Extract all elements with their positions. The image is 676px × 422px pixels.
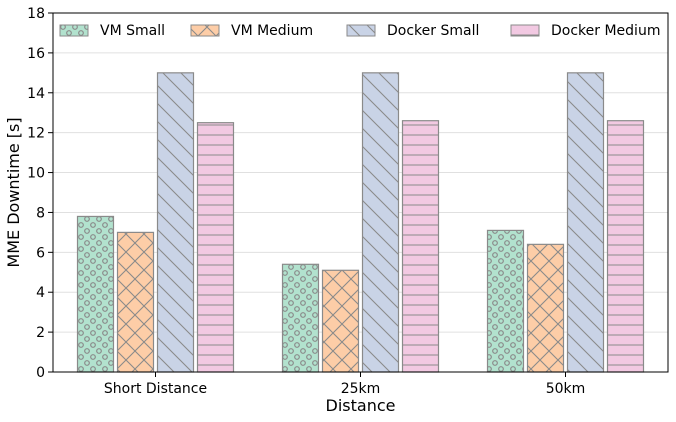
- y-tick-label: 14: [27, 86, 45, 102]
- bar-docker-medium: [401, 120, 440, 373]
- bar-docker-medium: [196, 122, 235, 373]
- bar-docker-medium: [606, 120, 645, 373]
- y-tick-label: 16: [27, 46, 45, 62]
- y-axis-label: MME Downtime [s]: [4, 117, 23, 267]
- bar-vm-small: [281, 263, 320, 373]
- bar-docker-small: [566, 72, 605, 373]
- x-tick-label: Short Distance: [104, 381, 207, 397]
- x-tick-label: 50km: [546, 381, 586, 397]
- legend-swatch-docker-small: [346, 24, 376, 37]
- y-tick-label: 2: [36, 325, 45, 341]
- bar-vm-small: [486, 229, 525, 373]
- y-tick-label: 8: [36, 205, 45, 221]
- y-tick-label: 6: [36, 245, 45, 261]
- legend-label-docker-small: Docker Small: [387, 23, 479, 39]
- x-tick-label: 25km: [341, 381, 381, 397]
- y-tick-label: 4: [36, 285, 45, 301]
- legend-swatch-docker-medium: [510, 24, 540, 37]
- bars: [76, 72, 645, 373]
- legend-swatch-vm-small: [59, 24, 89, 37]
- legend-label-docker-medium: Docker Medium: [551, 23, 660, 39]
- bar-docker-small: [156, 72, 195, 373]
- bar-docker-small: [361, 72, 400, 373]
- y-tick-label: 10: [27, 166, 45, 182]
- bar-vm-medium: [321, 269, 360, 373]
- bar-vm-small: [76, 215, 115, 373]
- y-tick-label: 18: [27, 6, 45, 22]
- legend: VM Small VM Medium Docker Small Docker Medi…: [59, 23, 660, 39]
- y-tick-label: 12: [27, 126, 45, 142]
- x-axis: Short Distance 25km 50km: [104, 372, 585, 397]
- y-axis: 0 2 4 6 8 10 12 14 16 18: [27, 6, 53, 381]
- legend-label-vm-small: VM Small: [100, 23, 165, 39]
- legend-label-vm-medium: VM Medium: [231, 23, 313, 39]
- bar-vm-medium: [526, 243, 565, 373]
- x-axis-label: Distance: [326, 396, 396, 415]
- y-tick-label: 0: [36, 365, 45, 381]
- legend-swatch-vm-medium: [190, 24, 220, 37]
- bar-vm-medium: [116, 231, 155, 373]
